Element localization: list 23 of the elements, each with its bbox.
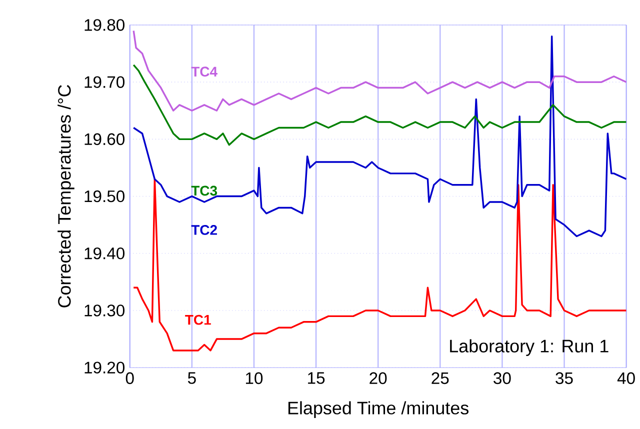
series-label: TC4	[191, 66, 218, 77]
y-tick-label: 19.80	[84, 19, 124, 32]
y-tick-label: 19.60	[84, 134, 124, 146]
x-tick-label: 20	[370, 372, 387, 384]
x-axis-title: Elapsed Time /minutes	[288, 401, 468, 418]
y-tick-label: 19.20	[84, 362, 124, 374]
x-tick-label: 35	[556, 372, 573, 384]
y-axis-title: Corrected Temperatures /°C	[58, 85, 74, 308]
x-tick-label: 10	[246, 372, 263, 384]
y-tick-label: 19.30	[84, 304, 124, 317]
annotation: Laboratory 1: Run 1	[450, 339, 608, 356]
y-tick-label: 19.70	[84, 76, 124, 88]
series-label: TC2	[191, 225, 217, 236]
x-tick-label: 40	[617, 372, 635, 384]
y-tick-label: 19.50	[84, 190, 124, 202]
x-tick-label: 30	[494, 372, 511, 384]
y-tick-label: 19.40	[84, 248, 124, 260]
x-tick-label: 0	[126, 372, 134, 384]
x-tick-label: 5	[188, 372, 196, 384]
series-label: TC1	[185, 315, 211, 326]
text: TC3	[191, 186, 218, 196]
x-tick-label: 25	[432, 372, 449, 384]
x-tick-label: 15	[308, 372, 325, 384]
